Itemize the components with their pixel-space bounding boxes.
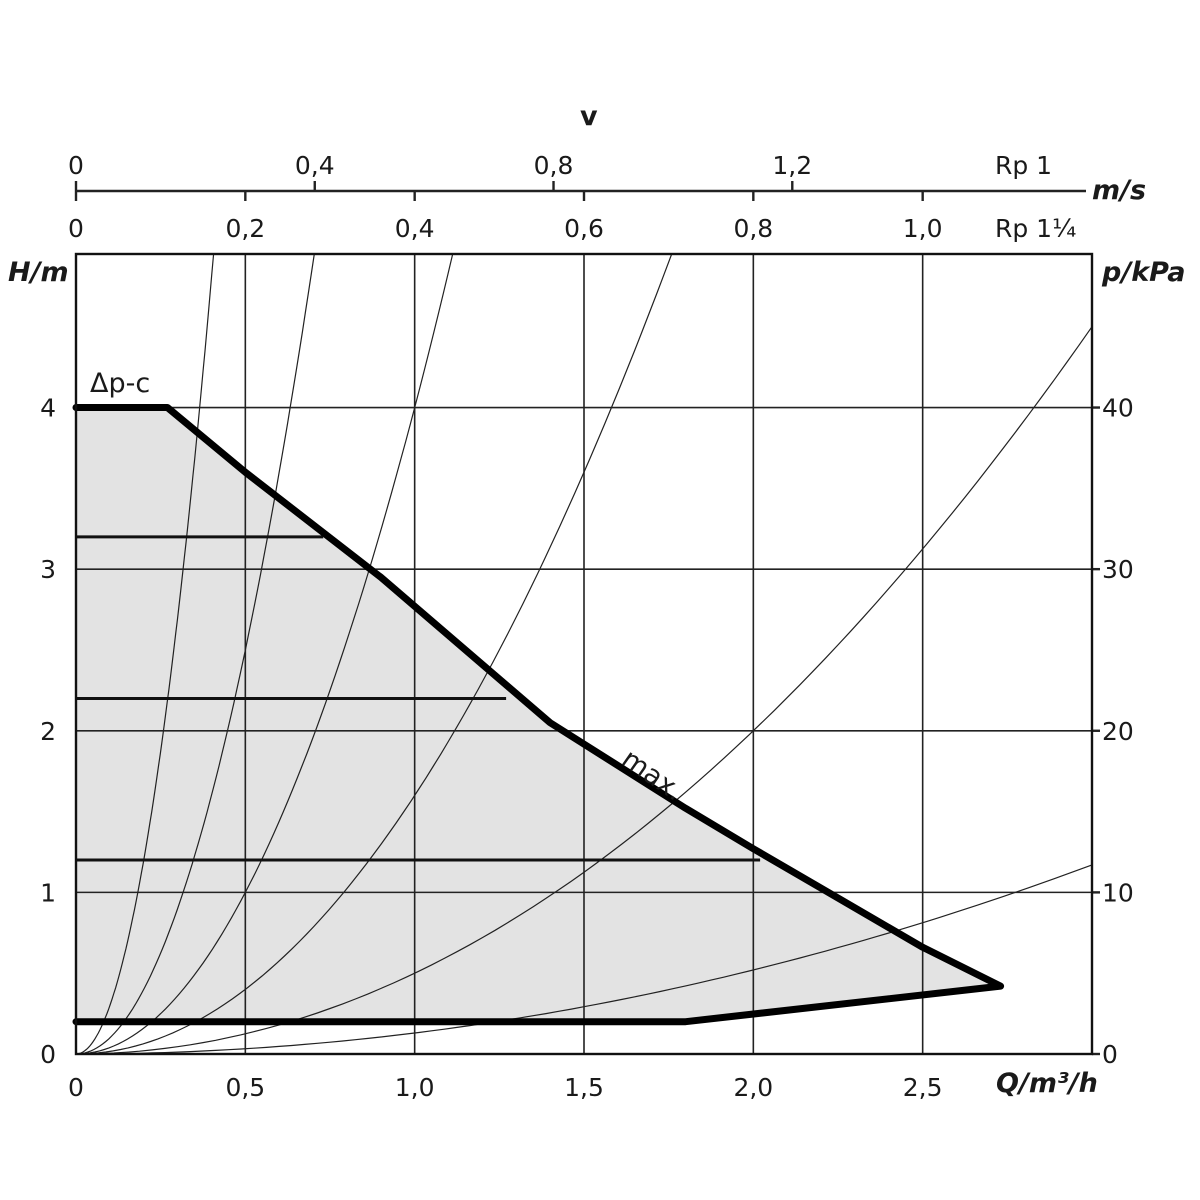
x-tick-label: 0: [68, 1073, 84, 1102]
velocity-tick-label-lower: 0: [68, 214, 84, 243]
y-right-tick-label: 0: [1102, 1040, 1118, 1069]
pipe-size-label: Rp 1: [995, 151, 1052, 180]
velocity-tick-label-upper: 0,8: [534, 151, 574, 180]
velocity-unit: m/s: [1092, 175, 1146, 206]
velocity-tick-label-lower: 0,6: [564, 214, 604, 243]
y-axis-right-title: p/kPa: [1101, 257, 1185, 288]
velocity-title: v: [580, 101, 598, 132]
x-tick-label: 2,5: [903, 1073, 943, 1102]
y-left-tick-label: 3: [40, 555, 56, 584]
y-right-tick-label: 40: [1102, 394, 1134, 423]
x-tick-label: 1,0: [395, 1073, 435, 1102]
system-curve: [75, 326, 1093, 1055]
y-left-tick-label: 1: [40, 878, 56, 907]
grid-group: [76, 254, 1100, 1056]
velocity-tick-label-upper: 1,2: [772, 151, 812, 180]
x-tick-label: 0,5: [225, 1073, 265, 1102]
plot-frame-group: [74, 252, 1094, 1056]
system-curves-group: [75, 253, 1093, 1055]
max-curve: [72, 404, 1005, 1026]
pipe-size-label: Rp 1¼: [995, 214, 1076, 243]
annotation-dpc: Δp-c: [90, 368, 150, 399]
max-curve-group: [72, 404, 1005, 1026]
velocity-tick-label-lower: 0,8: [733, 214, 773, 243]
y-left-tick-label: 4: [40, 394, 56, 423]
y-left-tick-label: 0: [40, 1040, 56, 1069]
plot-frame: [74, 252, 1094, 1056]
velocity-tick-label-lower: 0,2: [225, 214, 265, 243]
velocity-tick-label-upper: 0,4: [295, 151, 335, 180]
x-axis-title: Q/m³/h: [996, 1068, 1098, 1099]
system-curve: [75, 253, 454, 1055]
y-right-tick-label: 10: [1102, 878, 1134, 907]
y-axis-left-title: H/m: [8, 257, 69, 288]
y-right-tick-label: 20: [1102, 717, 1134, 746]
x-tick-label: 2,0: [733, 1073, 773, 1102]
system-curve: [75, 253, 215, 1055]
y-right-tick-label: 30: [1102, 555, 1134, 584]
y-left-tick-label: 2: [40, 717, 56, 746]
velocity-tick-label-upper: 0: [68, 151, 84, 180]
velocity-axis-group: 0 0,4 0,8 1,2 Rp 1 0 0,2 0,4 0,6 0,8 1,0 Rp 1¼: [68, 151, 1086, 243]
system-curve: [76, 864, 1093, 1055]
system-curve: [75, 253, 673, 1055]
velocity-tick-label-lower: 1,0: [903, 214, 943, 243]
velocity-tick-label-lower: 0,4: [395, 214, 435, 243]
x-tick-label: 1,5: [564, 1073, 604, 1102]
